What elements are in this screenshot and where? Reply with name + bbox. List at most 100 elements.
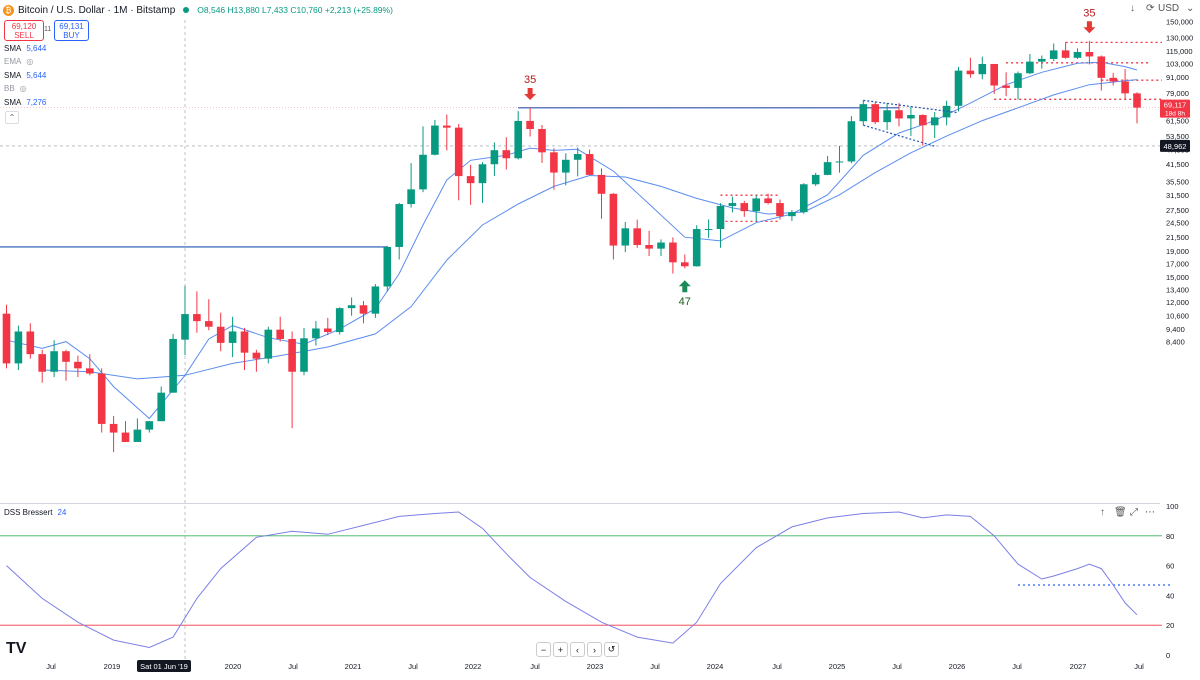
candle [871,102,879,125]
oscillator-pane[interactable] [0,511,1173,649]
candle-body [109,423,118,433]
candle-body [14,331,23,364]
candle [930,111,939,139]
sma-slow-line [42,79,1138,380]
indicator-row-sma-1[interactable]: SMA 5,644 [4,44,46,53]
candle [383,245,392,292]
candle [752,195,760,222]
maximize-icon[interactable]: ⤢ [1130,507,1138,518]
candle [942,100,951,126]
indicator-value: 5,644 [26,71,47,80]
download-icon[interactable]: ↓ [1130,3,1135,14]
time-axis[interactable]: Jul 2019 Sat 01 Jun '19 2020 Jul 2021 Jul 2022 J… [46,660,1144,672]
candle-body [324,328,332,333]
price-tick-label: 8,400 [1166,338,1185,347]
candle [407,163,415,208]
candle-body [86,368,94,374]
candle-body [728,203,737,206]
candle [1014,71,1022,100]
candle [609,193,618,260]
candle-body [419,154,427,190]
candle-body [788,212,796,217]
candle-body [157,392,165,422]
oscillator-legend[interactable]: DSS Bressert 24 [4,508,66,517]
refresh-icon[interactable]: ⟳ [1146,3,1155,14]
candle [716,203,725,248]
scroll-left-icon[interactable]: ‹ [570,642,585,657]
candle [466,164,475,205]
candle [585,149,594,175]
candle-body [133,429,142,442]
price-tick-label: 35,500 [1166,178,1189,187]
arrow-down-icon [1083,21,1096,34]
candle [216,312,225,352]
scroll-right-icon[interactable]: › [587,642,602,657]
candle [109,415,118,453]
candle-body [288,338,296,372]
candle-body [431,125,439,155]
signal-count-label: 35 [524,74,536,86]
zoom-out-icon[interactable]: − [536,642,551,657]
oscillator-axis[interactable]: 100 80 60 40 20 0 [1166,502,1179,660]
delete-icon[interactable]: 🗑 [1114,507,1127,518]
move-up-icon[interactable]: ↑ [1100,507,1105,518]
time-tick-label: 2024 [707,662,724,671]
signal-count-label: 47 [679,296,691,308]
candle-body [907,115,915,119]
candle-body [252,352,261,359]
sell-button[interactable]: 69,120 SELL [4,20,44,41]
candle [514,111,522,160]
crosshair-date-bg [137,660,191,672]
candle-body [633,228,641,245]
candle-body [895,110,903,119]
reset-icon[interactable]: ↺ [604,642,619,657]
candle-body [490,150,499,165]
buy-button[interactable]: 69,131 BUY [54,20,89,41]
symbol-title[interactable]: Bitcoin / U.S. Dollar · 1M · Bitstamp [18,4,176,16]
candle [300,327,308,376]
candle [312,321,320,346]
hidden-eye-icon[interactable]: ◎ [26,57,34,66]
zoom-in-icon[interactable]: + [553,642,568,657]
time-tick-label: 2021 [345,662,362,671]
candle-body [871,104,879,123]
candle-body [466,176,475,184]
candle [633,219,641,248]
indicator-row-sma-3[interactable]: SMA 7,276 [4,98,46,107]
collapse-legend-button[interactable]: ⌃ [5,111,19,124]
candle [1002,72,1010,97]
more-icon[interactable]: ⋯ [1145,507,1155,518]
candle [919,114,927,146]
indicator-row-ema[interactable]: EMA ◎ [4,57,33,66]
price-tick-label: 17,000 [1166,259,1189,268]
oscillator-value: 24 [57,508,67,517]
candle-body [443,125,451,128]
candle [288,331,296,429]
tradingview-logo[interactable]: TV [6,640,27,657]
candle-body [847,121,856,162]
dss-tick-label: 20 [1166,621,1174,630]
candle-body [359,305,368,314]
candle-body [121,432,130,442]
time-tick-label: 2026 [949,662,966,671]
chevron-down-icon[interactable]: ⌄ [1186,3,1195,14]
indicator-row-bb[interactable]: BB ◎ [4,84,27,93]
candle-body [811,174,820,185]
candle [1109,72,1117,86]
candle-body [954,70,963,106]
price-tick-label: 13,400 [1166,286,1189,295]
indicator-row-sma-2[interactable]: SMA 5,644 [4,71,46,80]
sell-label: SELL [14,31,34,40]
price-tick-label: 79,000 [1166,89,1189,98]
currency-label[interactable]: USD [1158,3,1180,14]
hidden-eye-icon[interactable]: ◎ [19,84,27,93]
candle [14,325,23,371]
buy-label: BUY [63,31,80,40]
price-tick-label: 130,000 [1166,34,1193,43]
dss-line [6,511,1138,649]
price-axis[interactable]: 150,000 130,000 115,000 103,000 91,000 79,000… [1162,18,1200,504]
candle-body [752,198,760,212]
price-pane[interactable]: 35354748 [0,7,1200,660]
candle [347,297,356,316]
